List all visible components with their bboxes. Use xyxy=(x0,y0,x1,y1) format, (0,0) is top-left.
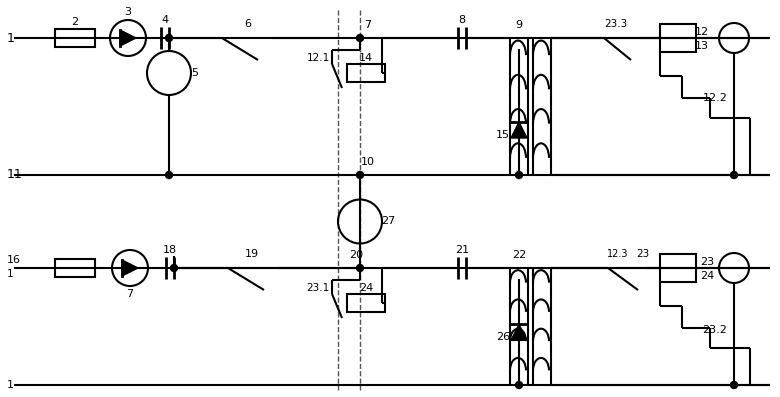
Polygon shape xyxy=(511,324,527,340)
Text: 14: 14 xyxy=(359,53,373,63)
Text: 11: 11 xyxy=(7,168,23,181)
Text: 10: 10 xyxy=(361,157,375,167)
Text: 23.2: 23.2 xyxy=(703,325,728,335)
Text: 23: 23 xyxy=(636,249,650,259)
Text: 20: 20 xyxy=(349,250,363,260)
Text: 18: 18 xyxy=(163,245,177,255)
Polygon shape xyxy=(120,30,136,46)
Circle shape xyxy=(356,172,363,179)
Text: 2: 2 xyxy=(72,17,79,27)
Text: 16: 16 xyxy=(7,255,21,265)
Polygon shape xyxy=(122,260,138,276)
Circle shape xyxy=(516,172,523,179)
Text: 7: 7 xyxy=(126,289,133,299)
Text: 12.2: 12.2 xyxy=(703,93,728,103)
Text: 1: 1 xyxy=(7,380,14,390)
Text: 23.1: 23.1 xyxy=(307,283,330,293)
Text: 12.3: 12.3 xyxy=(608,249,629,259)
Text: 9: 9 xyxy=(516,20,523,30)
Bar xyxy=(660,254,696,282)
Text: 7: 7 xyxy=(364,20,371,30)
Text: 23: 23 xyxy=(700,257,714,267)
Circle shape xyxy=(356,264,363,272)
Text: 15: 15 xyxy=(496,130,510,140)
Circle shape xyxy=(165,35,172,42)
Bar xyxy=(660,24,696,52)
Text: 24: 24 xyxy=(700,271,714,281)
Text: 1: 1 xyxy=(7,269,13,279)
Text: 8: 8 xyxy=(459,15,466,25)
Text: 6: 6 xyxy=(244,19,251,29)
Text: 21: 21 xyxy=(455,245,469,255)
Text: 12: 12 xyxy=(695,27,709,37)
Text: 1: 1 xyxy=(7,31,15,44)
Circle shape xyxy=(356,35,363,42)
Text: 27: 27 xyxy=(381,216,395,227)
Bar xyxy=(347,294,385,312)
Text: 23.3: 23.3 xyxy=(604,19,628,29)
Bar xyxy=(347,64,385,82)
Text: 19: 19 xyxy=(245,249,259,259)
Text: 3: 3 xyxy=(125,7,132,17)
Text: 22: 22 xyxy=(512,250,526,260)
Circle shape xyxy=(171,264,178,272)
Circle shape xyxy=(165,172,172,179)
Text: 12.1: 12.1 xyxy=(307,53,330,63)
Bar xyxy=(55,29,95,47)
Bar xyxy=(55,259,95,277)
Circle shape xyxy=(516,382,523,389)
Text: 5: 5 xyxy=(192,68,198,78)
Text: 24: 24 xyxy=(359,283,373,293)
Polygon shape xyxy=(511,122,527,138)
Circle shape xyxy=(731,172,738,179)
Circle shape xyxy=(731,382,738,389)
Text: 4: 4 xyxy=(161,15,168,25)
Text: 26: 26 xyxy=(496,332,510,342)
Text: 13: 13 xyxy=(695,41,709,51)
